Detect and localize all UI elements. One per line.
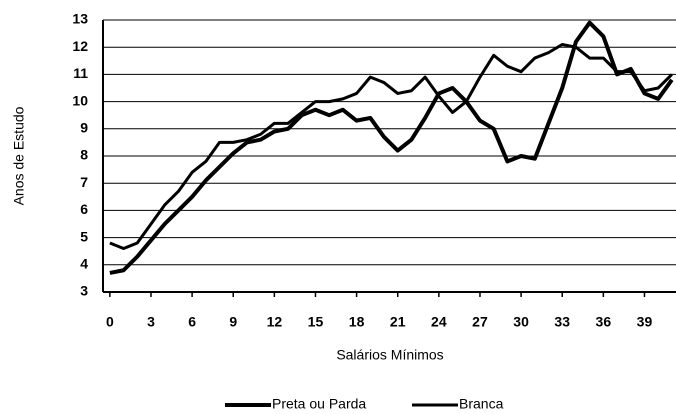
y-tick-label: 3 (80, 283, 88, 299)
legend-label: Branca (459, 396, 504, 412)
x-axis-title: Salários Mínimos (336, 347, 443, 363)
y-tick-label: 13 (72, 11, 88, 27)
y-tick-label: 8 (80, 147, 88, 163)
x-tick-label: 36 (596, 314, 612, 330)
y-tick-label: 12 (72, 38, 88, 54)
legend-label: Preta ou Parda (272, 396, 366, 412)
y-tick-label: 10 (72, 92, 88, 108)
y-axis-title: Anos de Estudo (11, 106, 27, 205)
y-tick-label: 7 (80, 174, 88, 190)
x-tick-label: 0 (106, 314, 114, 330)
x-tick-label: 18 (349, 314, 365, 330)
y-tick-label: 11 (73, 65, 88, 81)
x-tick-label: 33 (554, 314, 570, 330)
x-tick-label: 27 (472, 314, 488, 330)
series-line (109, 20, 674, 275)
y-tick-label: 9 (80, 120, 88, 136)
x-tick-label: 21 (390, 314, 406, 330)
y-tick-label: 5 (80, 228, 88, 244)
x-tick-label: 12 (267, 314, 283, 330)
x-tick-label: 30 (513, 314, 529, 330)
y-tick-label: 6 (80, 201, 88, 217)
x-tick-label: 39 (637, 314, 653, 330)
x-tick-label: 6 (188, 314, 196, 330)
x-tick-label: 24 (431, 314, 447, 330)
y-tick-label: 4 (80, 256, 88, 272)
x-tick-label: 3 (147, 314, 155, 330)
x-tick-label: 15 (308, 314, 324, 330)
series-line (109, 42, 673, 250)
x-tick-label: 9 (229, 314, 237, 330)
